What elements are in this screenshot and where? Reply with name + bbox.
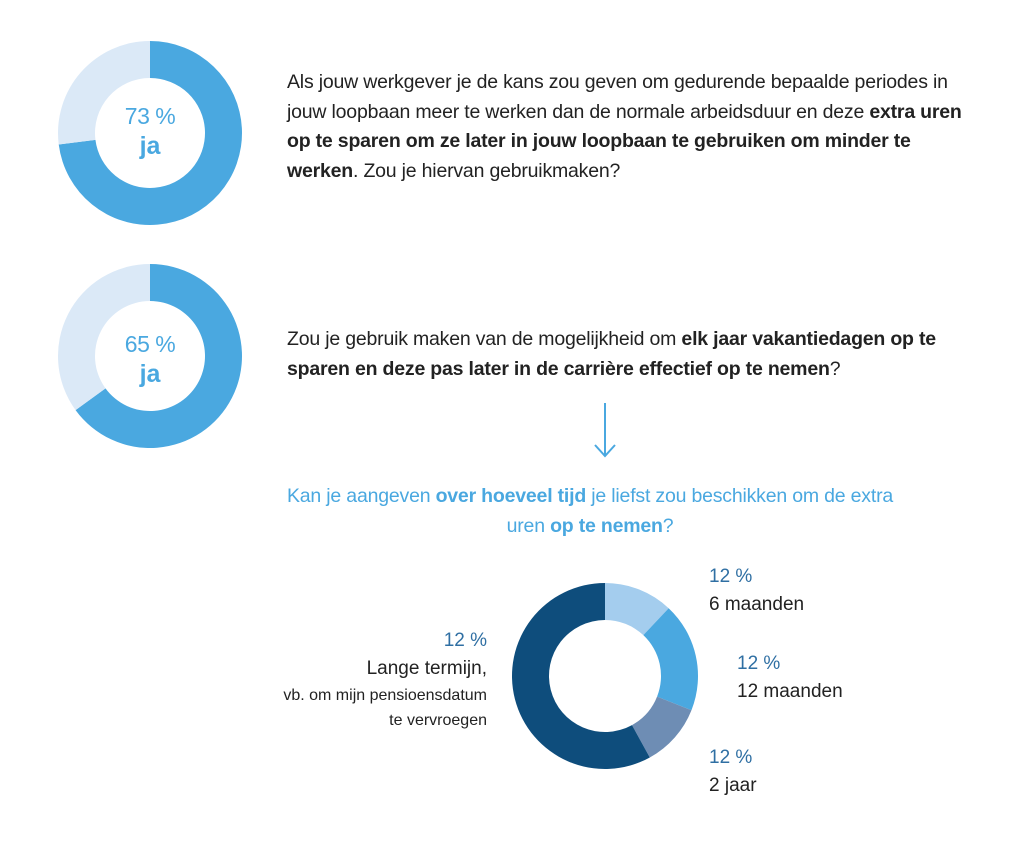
label-lange-termijn-sub2: te vervroegen [389,712,487,729]
label-lange-termijn-text: Lange termijn, [366,658,487,679]
sub-question-part-3: op te nemen [550,514,663,537]
donut-3-slice-3 [511,583,650,769]
label-2-jaar-pct: 12 % [709,747,753,768]
donut-1-center: 73 % ja [100,103,200,161]
label-12-maanden: 12 % 12 maanden [737,650,843,706]
label-12-maanden-text: 12 maanden [737,681,843,702]
question-2-part-1: elk jaar vakantiedagen op te sparen en d… [287,328,936,380]
label-2-jaar-text: 2 jaar [709,775,757,796]
donut-chart-2 [57,264,242,448]
donut-1-answer: ja [139,132,161,160]
question-1-part-0: Als jouw werkgever je de kans zou geven … [287,71,948,123]
sub-question-part-2: je liefst zou beschikken om de extra ure… [506,485,894,537]
donut-3-slice-1 [643,608,698,711]
donut-1-slice-0 [58,41,242,225]
label-lange-termijn: 12 % Lange termijn, vb. om mijn pensioen… [230,627,487,733]
label-lange-termijn-pct: 12 % [443,630,487,651]
donut-chart-1 [57,41,242,225]
donut-2-center: 65 % ja [100,331,200,389]
question-1-part-2: . Zou je hiervan gebruikmaken? [353,159,621,182]
donut-1-slice-1 [57,41,150,145]
question-2-part-0: Zou je gebruik maken van de mogelijkheid… [287,328,682,350]
sub-question-part-4: ? [662,514,674,537]
sub-question-part-1: over hoeveel tijd [435,485,587,507]
donut-2-answer: ja [139,360,161,388]
donut-chart-3 [511,583,698,769]
sub-question-part-0: Kan je aangeven [286,485,436,507]
question-2-part-2: ? [829,357,841,380]
donut-2-slice-0 [75,264,242,448]
donut-3-slice-2 [631,696,692,758]
question-1-part-1: extra uren op te sparen om ze later in j… [287,100,962,182]
donut-3-slice-0 [605,583,669,636]
label-6-maanden-text: 6 maanden [709,594,805,615]
donut-2-percent: 65 % [124,331,176,357]
label-6-maanden-pct: 12 % [709,566,753,587]
donut-2-slice-1 [57,264,150,411]
question-2: Zou je gebruik maken van de mogelijkheid… [287,325,987,384]
donut-1-percent: 73 % [124,103,176,129]
label-2-jaar: 12 % 2 jaar [709,744,757,800]
question-1: Als jouw werkgever je de kans zou geven … [287,68,977,186]
label-lange-termijn-sub1: vb. om mijn pensioensdatum [283,687,487,704]
label-12-maanden-pct: 12 % [737,653,781,674]
label-6-maanden: 12 % 6 maanden [709,563,804,619]
sub-question: Kan je aangeven over hoeveel tijd je lie… [270,482,910,541]
arrow-down-icon [594,403,616,458]
